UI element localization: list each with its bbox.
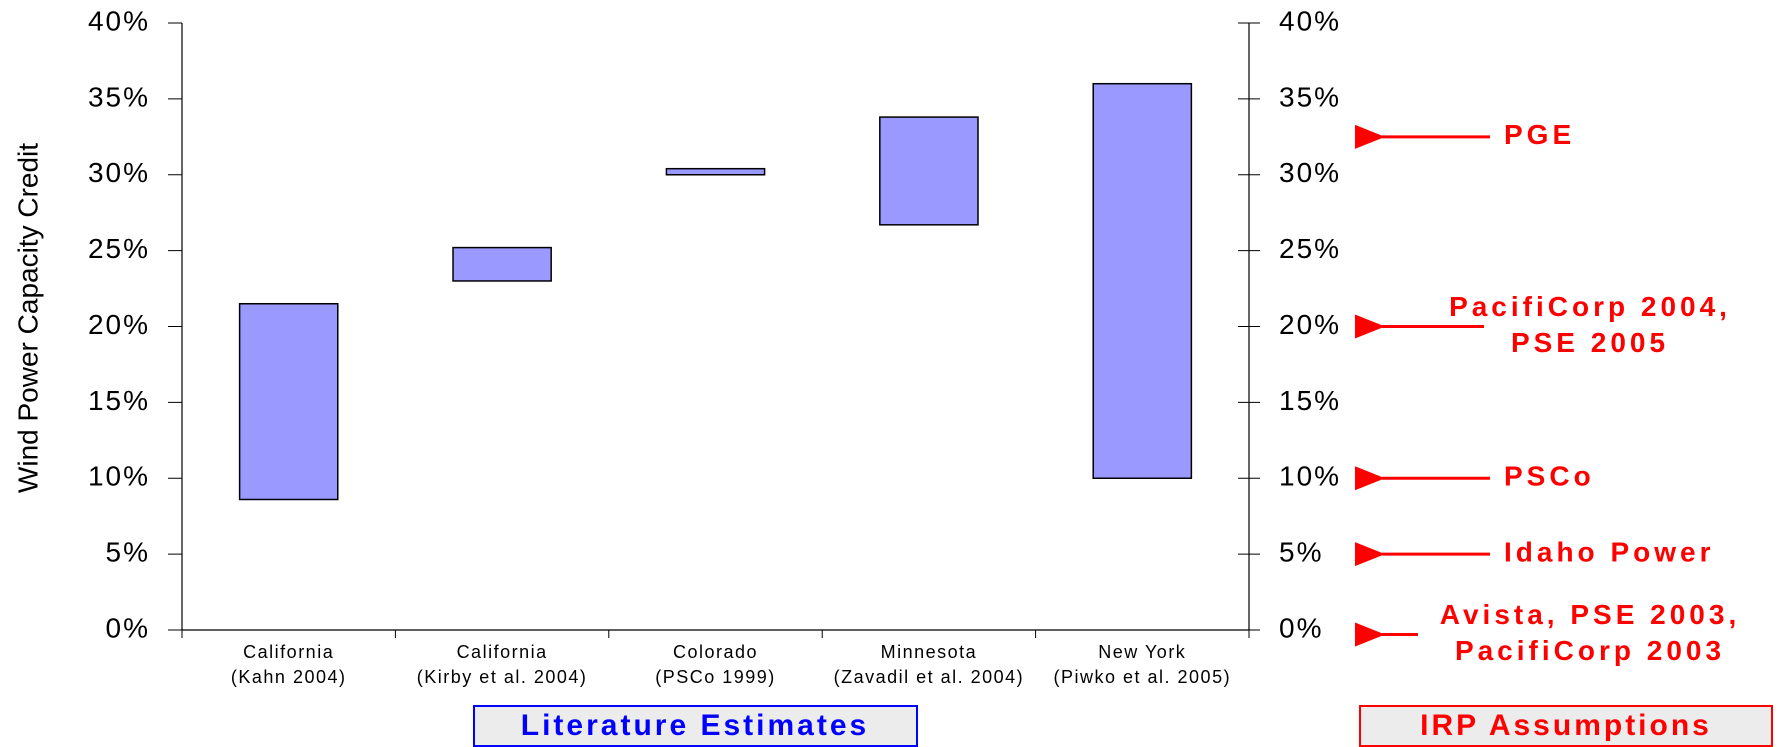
y-tick-label: 30% bbox=[88, 157, 150, 188]
y-tick-label: 20% bbox=[88, 309, 150, 340]
group-box bbox=[1359, 705, 1773, 747]
y2-tick-label: 30% bbox=[1279, 157, 1341, 188]
y-tick-label: 25% bbox=[88, 233, 150, 264]
annotation-label: PacifiCorp 2004, bbox=[1449, 291, 1731, 322]
y2-tick-label: 40% bbox=[1279, 5, 1341, 36]
x-tick-label: (Kirby et al. 2004) bbox=[417, 667, 588, 687]
x-tick-label: (Piwko et al. 2005) bbox=[1054, 667, 1232, 687]
bar bbox=[879, 116, 979, 226]
y-tick-label: 35% bbox=[88, 81, 150, 112]
x-tick-label: (Zavadil et al. 2004) bbox=[834, 667, 1025, 687]
y-tick-label: 10% bbox=[88, 461, 150, 492]
annotation-label: PacifiCorp 2003 bbox=[1455, 635, 1725, 666]
x-tick-label: New York bbox=[1098, 642, 1186, 662]
x-tick-label: Minnesota bbox=[881, 642, 978, 662]
y2-tick-label: 20% bbox=[1279, 309, 1341, 340]
y-axis-title: Wind Power Capacity Credit bbox=[12, 143, 43, 493]
bar bbox=[238, 302, 339, 501]
x-tick-label: California bbox=[457, 642, 548, 662]
annotation-label: Avista, PSE 2003, bbox=[1440, 599, 1740, 630]
x-tick-label: (Kahn 2004) bbox=[231, 667, 347, 687]
y2-tick-label: 25% bbox=[1279, 233, 1341, 264]
annotation-label: Idaho Power bbox=[1504, 537, 1714, 568]
x-tick-label: Colorado bbox=[673, 642, 758, 662]
y2-tick-label: 0% bbox=[1279, 612, 1323, 643]
y-tick-label: 15% bbox=[88, 385, 150, 416]
bar bbox=[665, 167, 766, 176]
annotation-label: PSCo bbox=[1504, 461, 1595, 492]
bar bbox=[1092, 82, 1193, 479]
y2-tick-label: 15% bbox=[1279, 385, 1341, 416]
x-tick-label: (PSCo 1999) bbox=[655, 667, 776, 687]
y2-tick-label: 5% bbox=[1279, 537, 1323, 568]
y-tick-label: 40% bbox=[88, 5, 150, 36]
annotation-label: PGE bbox=[1504, 119, 1575, 150]
x-tick-label: California bbox=[243, 642, 334, 662]
annotation-label: PSE 2005 bbox=[1511, 327, 1669, 358]
bar bbox=[452, 246, 552, 282]
y-tick-label: 0% bbox=[106, 612, 150, 643]
group-label: Literature Estimates bbox=[521, 709, 869, 742]
group-box bbox=[473, 705, 918, 747]
y-tick-label: 5% bbox=[106, 537, 150, 568]
y2-tick-label: 35% bbox=[1279, 81, 1341, 112]
y2-tick-label: 10% bbox=[1279, 461, 1341, 492]
group-label: IRP Assumptions bbox=[1420, 709, 1712, 742]
